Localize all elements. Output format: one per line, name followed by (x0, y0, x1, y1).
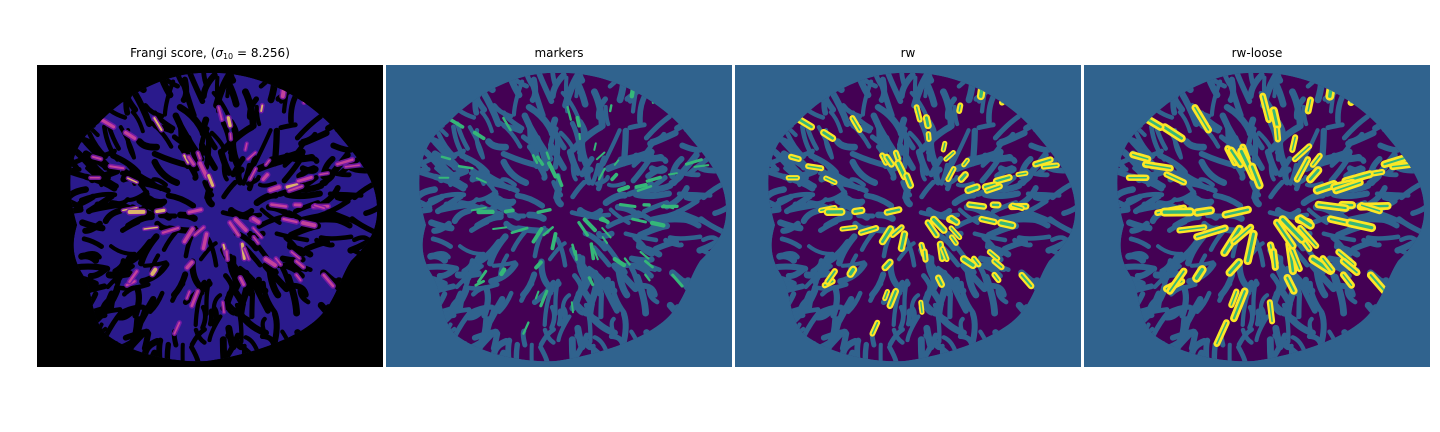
markers-image (386, 65, 732, 367)
rw-image (735, 65, 1081, 367)
panel-title-rw-loose: rw-loose (1231, 46, 1283, 60)
panel-title-rw: rw (900, 46, 916, 60)
frangi-score-image (37, 65, 383, 367)
panel-title-frangi: Frangi score, (σ10 = 8.256) (130, 46, 290, 61)
panel-title-markers: markers (534, 46, 584, 60)
rw-loose-image (1084, 65, 1430, 367)
